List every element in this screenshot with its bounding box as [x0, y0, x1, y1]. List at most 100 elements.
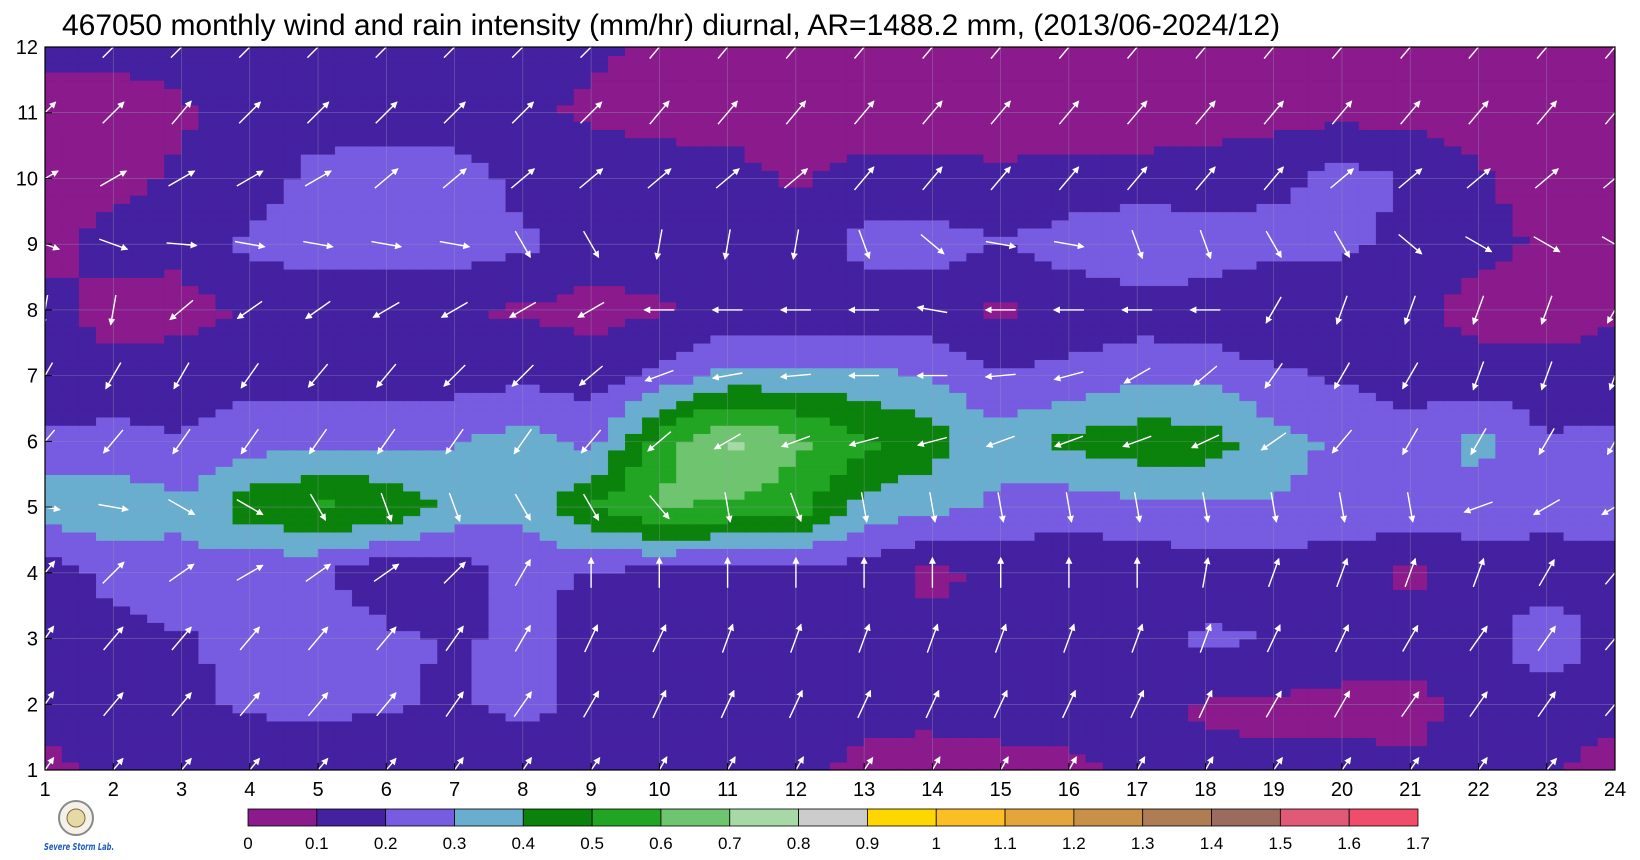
rain-field-cell	[437, 531, 456, 541]
rain-field-cell	[454, 515, 473, 525]
rain-field-cell	[386, 375, 405, 385]
rain-field-cell	[1154, 490, 1173, 500]
rain-field-cell	[351, 704, 371, 714]
rain-field-cell	[1085, 712, 1104, 722]
rain-field-cell	[130, 556, 149, 566]
rain-field-cell	[232, 728, 251, 738]
rain-field-cell	[573, 465, 592, 476]
rain-field-cell	[744, 457, 763, 467]
rain-field-cell	[1205, 638, 1224, 648]
rain-field-cell	[863, 597, 883, 607]
rain-field-cell	[1154, 474, 1173, 484]
rain-field-cell	[95, 334, 115, 344]
rain-field-cell	[1273, 383, 1292, 393]
rain-field-cell	[317, 745, 336, 755]
rain-field-cell	[590, 531, 609, 541]
rain-field-cell	[1478, 605, 1497, 615]
rain-field-cell	[1119, 531, 1138, 541]
rain-field-cell	[454, 580, 473, 591]
rain-field-cell	[590, 679, 609, 689]
rain-field-cell	[471, 515, 490, 525]
rain-field-cell	[1102, 605, 1121, 615]
rain-field-cell	[181, 326, 200, 336]
rain-field-cell	[1563, 383, 1582, 393]
rain-field-cell	[1154, 334, 1173, 344]
rain-field-cell	[625, 761, 644, 770]
rain-field-cell	[1119, 695, 1138, 706]
rain-field-cell	[130, 350, 149, 361]
rain-field-cell	[522, 490, 541, 500]
rain-field-cell	[300, 482, 319, 492]
rain-field-cell	[1034, 580, 1053, 591]
rain-field-cell	[966, 638, 985, 648]
rain-field-cell	[761, 531, 780, 541]
rain-field-cell	[1444, 408, 1463, 418]
rain-field-cell	[386, 326, 405, 336]
rain-field-cell	[625, 662, 644, 673]
rain-field-cell	[1239, 416, 1258, 426]
rain-field-cell	[932, 728, 951, 738]
rain-field-cell	[181, 597, 200, 607]
rain-field-cell	[881, 506, 900, 517]
rain-field-cell	[61, 728, 80, 738]
rain-field-cell	[283, 646, 302, 656]
rain-field-cell	[1290, 589, 1309, 599]
rain-field-cell	[607, 687, 627, 697]
rain-field-cell	[386, 712, 405, 722]
rain-field-cell	[983, 736, 1002, 747]
rain-field-cell	[915, 391, 934, 402]
rain-field-cell	[1410, 638, 1429, 648]
rain-field-cell	[1512, 712, 1531, 722]
rain-field-cell	[1375, 720, 1394, 730]
rain-field-cell	[1136, 564, 1156, 574]
rain-field-cell	[454, 704, 473, 714]
rain-field-cell	[300, 432, 319, 443]
rain-field-cell	[1051, 753, 1070, 763]
rain-field-cell	[1358, 654, 1377, 664]
rain-field-cell	[1171, 482, 1190, 492]
rain-field-cell	[846, 613, 865, 623]
rain-field-cell	[898, 498, 917, 508]
rain-field-cell	[949, 539, 968, 549]
rain-field-cell	[403, 391, 422, 402]
rain-field-cell	[1324, 564, 1343, 574]
rain-field-cell	[130, 506, 149, 517]
rain-field-cell	[1256, 712, 1275, 722]
rain-field-cell	[351, 736, 371, 747]
rain-field-cell	[1171, 712, 1190, 722]
rain-field-cell	[829, 482, 848, 492]
rain-field-cell	[710, 654, 729, 664]
rain-field-cell	[386, 342, 405, 352]
rain-field-cell	[437, 745, 456, 755]
rain-field-cell	[1512, 408, 1531, 418]
rain-field-cell	[949, 465, 968, 476]
rain-field-cell	[1017, 523, 1036, 533]
rain-field-cell	[300, 589, 319, 599]
rain-field-cell	[949, 400, 968, 410]
rain-field-cell	[1512, 638, 1531, 648]
rain-field-cell	[881, 334, 900, 344]
rain-field-cell	[829, 745, 848, 755]
rain-field-cell	[539, 589, 558, 599]
rain-field-cell	[386, 687, 405, 697]
rain-field-cell	[1392, 728, 1412, 738]
rain-field-cell	[1341, 720, 1360, 730]
rain-field-cell	[829, 490, 848, 500]
rain-field-cell	[761, 687, 780, 697]
rain-field-cell	[1324, 474, 1343, 484]
rain-field-cell	[1580, 449, 1599, 459]
rain-field-cell	[1239, 482, 1258, 492]
rain-field-cell	[625, 605, 644, 615]
rain-field-cell	[369, 761, 388, 770]
rain-field-cell	[573, 654, 592, 664]
rain-field-cell	[710, 761, 729, 770]
rain-field-cell	[846, 695, 865, 706]
rain-field-cell	[607, 465, 627, 476]
rain-field-cell	[1205, 391, 1224, 402]
rain-field-cell	[1529, 662, 1548, 673]
rain-field-cell	[164, 342, 183, 352]
rain-field-cell	[1171, 687, 1190, 697]
rain-field-cell	[1427, 687, 1446, 697]
rain-field-cell	[95, 556, 115, 566]
rain-field-cell	[454, 720, 473, 730]
